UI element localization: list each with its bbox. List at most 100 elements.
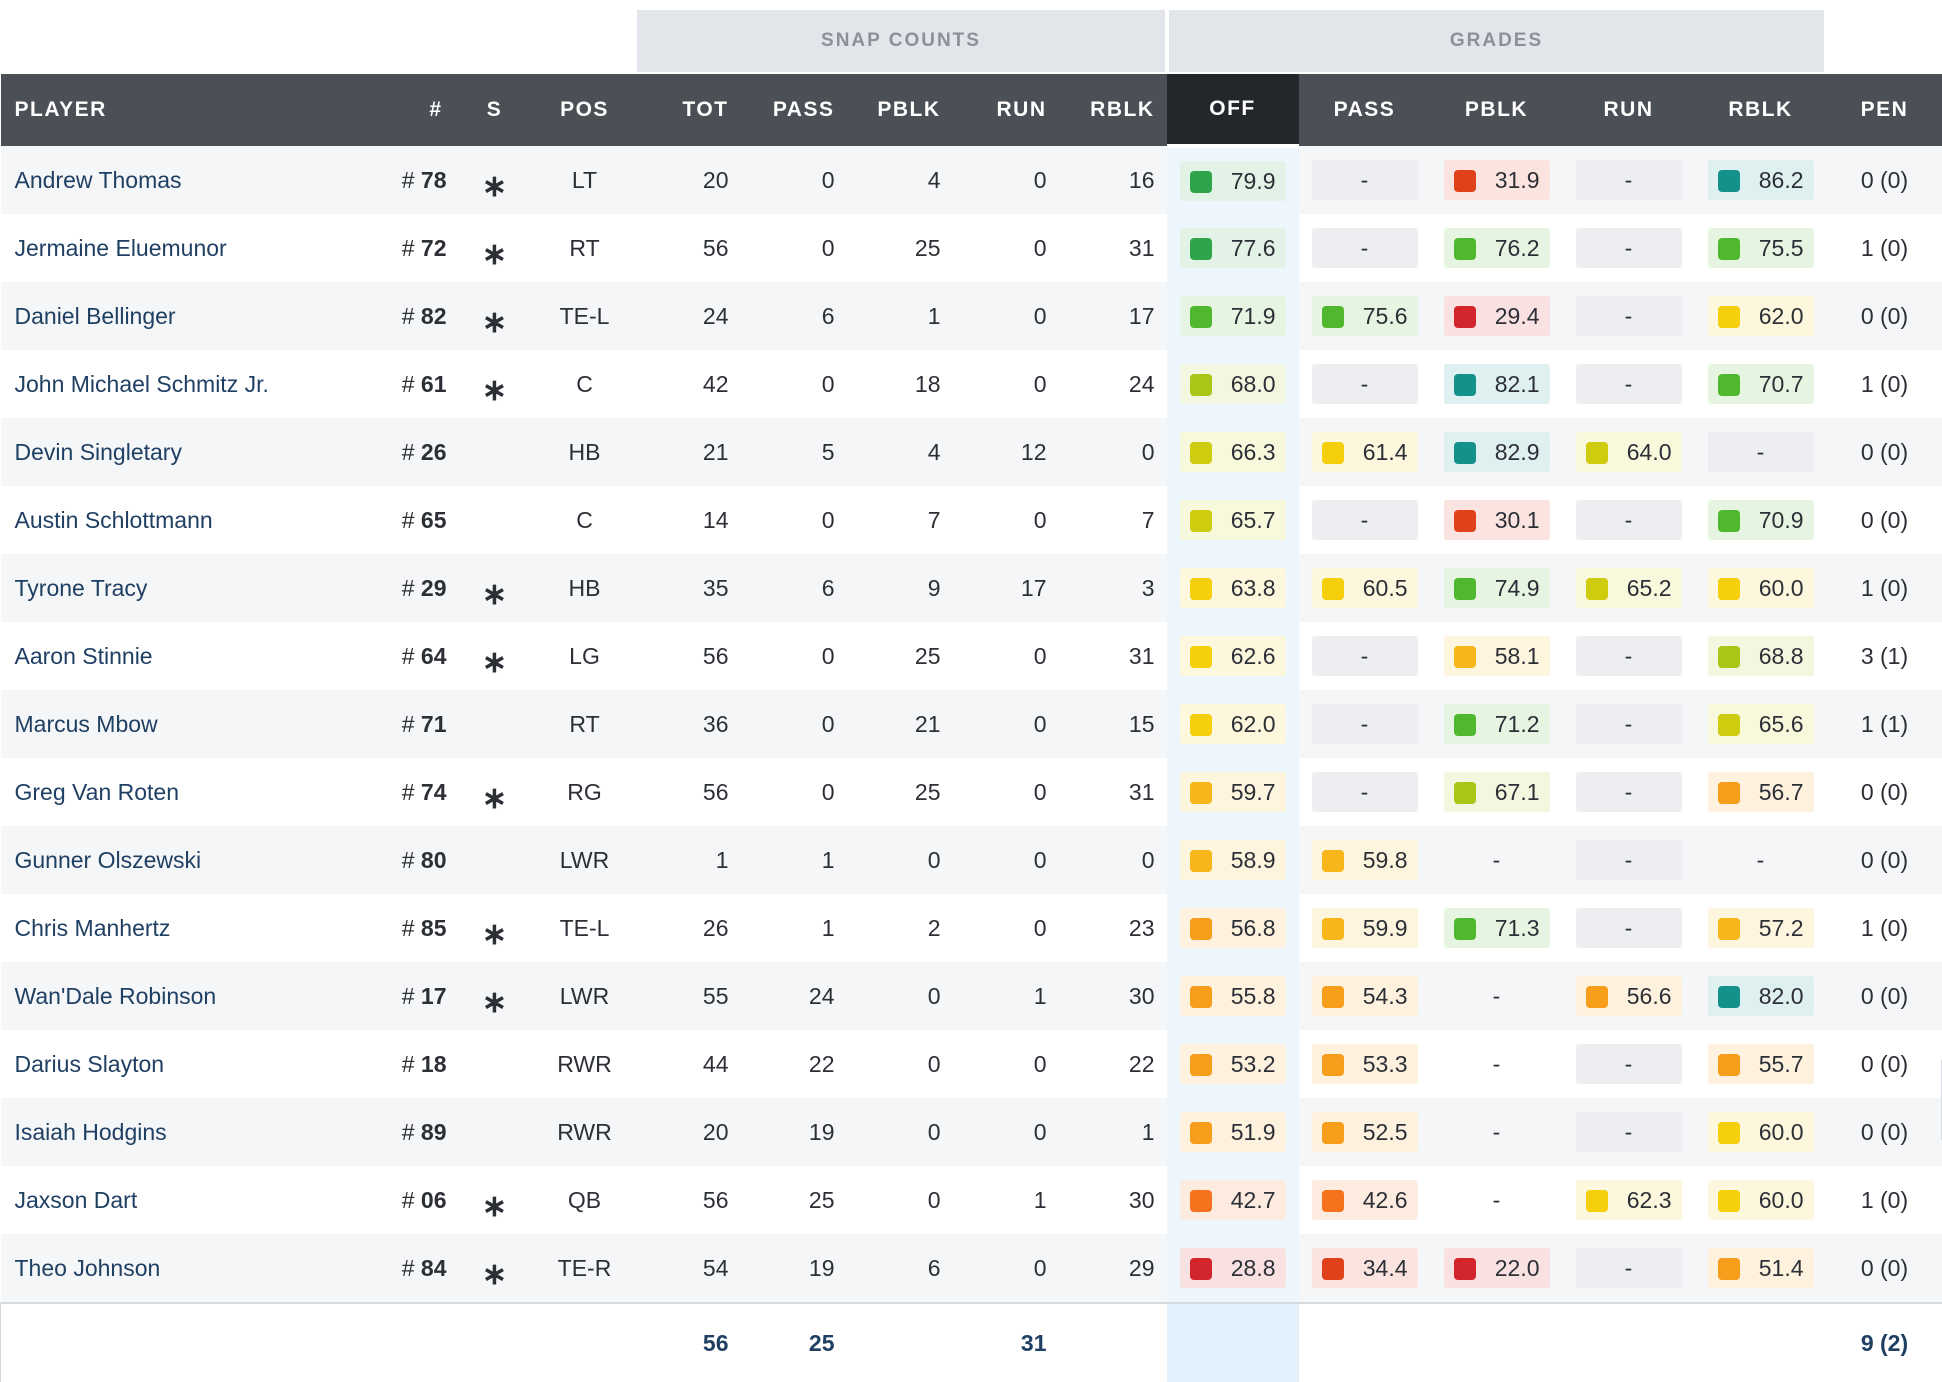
snap-pass: 0 [741, 146, 847, 214]
grade-rblk-cell: 57.2 [1695, 894, 1827, 962]
player-name-link[interactable]: Jaxson Dart [1, 1166, 365, 1234]
player-name-link[interactable]: Austin Schlottmann [1, 486, 365, 554]
grade-color-swatch-icon [1454, 578, 1476, 600]
jersey-number-prefix: # [402, 303, 421, 329]
player-name-link[interactable]: Devin Singletary [1, 418, 365, 486]
player-name-link[interactable]: Aaron Stinnie [1, 622, 365, 690]
grade-color-swatch-icon [1586, 578, 1608, 600]
grade-value-empty: - [1625, 643, 1633, 670]
snap-pblk: 0 [847, 826, 953, 894]
snap-rblk: 16 [1059, 146, 1167, 214]
position: LG [535, 622, 635, 690]
player-name-link[interactable]: Jermaine Eluemunor [1, 214, 365, 282]
player-name-link[interactable]: John Michael Schmitz Jr. [1, 350, 365, 418]
snap-run: 0 [953, 1030, 1059, 1098]
grade-badge: - [1576, 1044, 1682, 1084]
col-grade-off-header[interactable]: OFF [1167, 74, 1299, 146]
grade-badge: - [1312, 228, 1418, 268]
col-grade-pass-header[interactable]: PASS [1299, 74, 1431, 146]
player-name-link[interactable]: Greg Van Roten [1, 758, 365, 826]
grade-badge: - [1576, 1112, 1682, 1152]
grade-badge: 71.3 [1444, 908, 1550, 948]
grade-color-swatch-icon [1322, 578, 1344, 600]
grade-off-cell: 59.7 [1167, 758, 1299, 826]
grade-pblk-cell: - [1431, 1098, 1563, 1166]
grade-badge: 62.0 [1180, 704, 1286, 744]
grade-badge: - [1708, 840, 1814, 880]
grade-run-cell: - [1563, 622, 1695, 690]
col-snap-pblk-header[interactable]: PBLK [847, 74, 953, 146]
col-grade-pblk-header[interactable]: PBLK [1431, 74, 1563, 146]
snap-rblk: 30 [1059, 1166, 1167, 1234]
col-position-header[interactable]: POS [535, 74, 635, 146]
position: RT [535, 214, 635, 282]
grade-value: 28.8 [1231, 1255, 1276, 1282]
snap-tot: 21 [635, 418, 741, 486]
grade-off-cell: 53.2 [1167, 1030, 1299, 1098]
player-name-link[interactable]: Gunner Olszewski [1, 826, 365, 894]
player-name-link[interactable]: Darius Slayton [1, 1030, 365, 1098]
player-name-link[interactable]: Theo Johnson [1, 1234, 365, 1303]
grade-color-swatch-icon [1718, 646, 1740, 668]
grade-badge: 52.5 [1312, 1112, 1418, 1152]
grade-color-swatch-icon [1190, 171, 1212, 193]
snap-rblk: 0 [1059, 418, 1167, 486]
player-name-link[interactable]: Andrew Thomas [1, 146, 365, 214]
col-number-header[interactable]: # [365, 74, 455, 146]
grade-badge: - [1312, 636, 1418, 676]
jersey-number: # 80 [365, 826, 455, 894]
grade-value: 57.2 [1759, 915, 1804, 942]
grade-value: 65.7 [1231, 507, 1276, 534]
grade-badge: 71.2 [1444, 704, 1550, 744]
player-name-link[interactable]: Wan'Dale Robinson [1, 962, 365, 1030]
col-snap-rblk-header[interactable]: RBLK [1059, 74, 1167, 146]
player-name-link[interactable]: Tyrone Tracy [1, 554, 365, 622]
player-name-link[interactable]: Marcus Mbow [1, 690, 365, 758]
col-starter-header[interactable]: S [455, 74, 535, 146]
position: TE-R [535, 1234, 635, 1303]
grade-color-swatch-icon [1190, 442, 1212, 464]
snap-run: 0 [953, 826, 1059, 894]
grade-pass-cell: - [1299, 622, 1431, 690]
grade-badge: 60.0 [1708, 1180, 1814, 1220]
grade-badge: 66.3 [1180, 432, 1286, 472]
col-snap-total-header[interactable]: TOT [635, 74, 741, 146]
jersey-number-value: 72 [421, 235, 447, 261]
jersey-number: # 61 [365, 350, 455, 418]
col-snap-pass-header[interactable]: PASS [741, 74, 847, 146]
player-name-link[interactable]: Chris Manhertz [1, 894, 365, 962]
col-penalties-header[interactable]: PEN [1827, 74, 1942, 146]
col-grade-rblk-header[interactable]: RBLK [1695, 74, 1827, 146]
grade-value: 42.7 [1231, 1187, 1276, 1214]
position: TE-L [535, 894, 635, 962]
grade-value: 56.8 [1231, 915, 1276, 942]
grade-value: 75.6 [1363, 303, 1408, 330]
col-snap-run-header[interactable]: RUN [953, 74, 1059, 146]
player-name-link[interactable]: Daniel Bellinger [1, 282, 365, 350]
player-name-link[interactable]: Isaiah Hodgins [1, 1098, 365, 1166]
grade-badge: 56.7 [1708, 772, 1814, 812]
snap-pblk: 9 [847, 554, 953, 622]
snap-pass: 0 [741, 486, 847, 554]
col-grade-run-header[interactable]: RUN [1563, 74, 1695, 146]
col-player-header[interactable]: PLAYER [1, 74, 365, 146]
total-run-grade [1563, 1303, 1695, 1382]
grade-badge: 76.2 [1444, 228, 1550, 268]
